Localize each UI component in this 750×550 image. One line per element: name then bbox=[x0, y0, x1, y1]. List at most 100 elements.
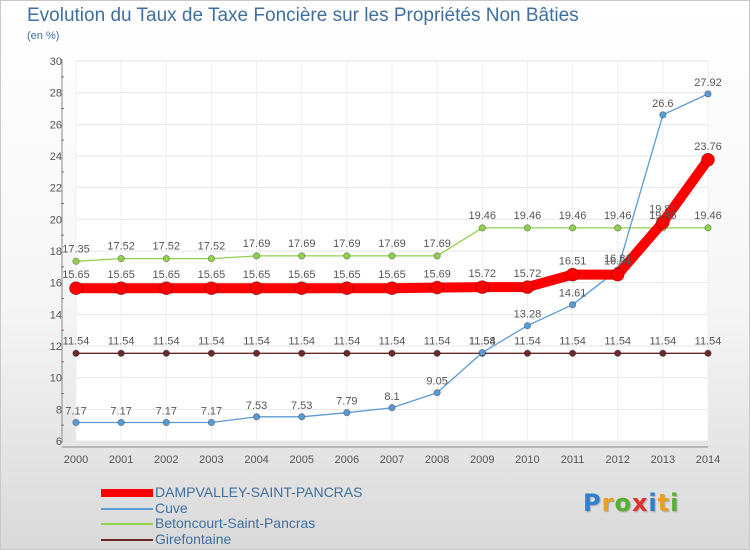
data-point bbox=[433, 349, 441, 357]
data-label: 15.65 bbox=[62, 269, 90, 281]
data-point bbox=[704, 90, 712, 98]
data-point bbox=[659, 349, 667, 357]
x-tick-label: 2013 bbox=[651, 454, 675, 466]
chart-title: Evolution du Taux de Taxe Foncière sur l… bbox=[27, 5, 579, 26]
legend-label: DAMPVALLEY-SAINT-PANCRAS bbox=[155, 484, 363, 500]
x-tick-label: 2006 bbox=[335, 454, 359, 466]
data-label: 19.46 bbox=[649, 210, 677, 222]
data-point bbox=[162, 349, 170, 357]
data-labels: 11.54 11.54 11.54 11.54 11.54 11.54 11.54 11.54… bbox=[62, 77, 722, 418]
data-label: 23.76 bbox=[694, 141, 722, 153]
data-point bbox=[523, 224, 532, 232]
line-chart: 6 8 10 12 14 16 18 20 22 24 26 28 30 2000 2001 2002 2003… bbox=[50, 56, 722, 466]
data-label: 15.65 bbox=[243, 269, 271, 281]
data-point bbox=[701, 152, 715, 167]
data-point bbox=[523, 349, 532, 357]
data-point bbox=[433, 252, 441, 260]
x-tick-label: 2004 bbox=[244, 454, 268, 466]
data-label: 17.69 bbox=[243, 238, 271, 250]
data-point bbox=[117, 255, 125, 263]
data-point bbox=[478, 224, 486, 232]
x-tick-label: 2007 bbox=[380, 454, 404, 466]
data-point bbox=[614, 349, 622, 357]
legend-label: Cuve bbox=[155, 499, 188, 516]
data-point bbox=[565, 267, 580, 282]
data-label: 17.35 bbox=[62, 243, 90, 255]
grid bbox=[75, 60, 709, 442]
data-label: 19.46 bbox=[514, 210, 542, 222]
legend-label: Girefontaine bbox=[155, 530, 232, 547]
y-tick-label: 8 bbox=[56, 404, 62, 416]
data-label: 19.46 bbox=[559, 210, 587, 222]
data-label: 11.54 bbox=[333, 335, 360, 347]
data-label: 7.53 bbox=[291, 400, 312, 412]
x-tick-label: 2010 bbox=[515, 454, 539, 466]
data-label: 11.54 bbox=[63, 335, 90, 347]
data-label: 7.17 bbox=[201, 405, 222, 417]
data-label: 17.52 bbox=[107, 241, 135, 253]
x-tick-label: 2011 bbox=[561, 454, 585, 466]
data-label: 17.52 bbox=[153, 241, 181, 253]
data-point bbox=[430, 280, 445, 295]
logo-letter: r bbox=[601, 489, 615, 517]
data-label: 27.92 bbox=[694, 77, 722, 89]
data-point bbox=[69, 281, 83, 296]
axes: 6 8 10 12 14 16 18 20 22 24 26 28 30 2000 2001 2002 2003… bbox=[50, 56, 720, 466]
x-tick-label: 2014 bbox=[696, 454, 720, 466]
data-point bbox=[249, 281, 264, 296]
x-tick-label: 2008 bbox=[425, 454, 449, 466]
data-label: 11.54 bbox=[108, 335, 135, 347]
data-point bbox=[117, 349, 125, 357]
logo-letter: i bbox=[648, 489, 658, 517]
logo-letter: i bbox=[670, 489, 680, 517]
data-label: 17.69 bbox=[333, 238, 361, 250]
data-point bbox=[343, 252, 351, 260]
y-tick-label: 24 bbox=[50, 151, 62, 163]
data-label: 15.69 bbox=[423, 269, 451, 281]
data-label: 15.65 bbox=[288, 269, 316, 281]
data-label: 17.69 bbox=[423, 238, 451, 250]
y-tick-label: 28 bbox=[50, 88, 62, 100]
data-label: 19.46 bbox=[604, 210, 632, 222]
data-point bbox=[655, 215, 670, 230]
series-girefontaine bbox=[72, 349, 712, 357]
data-point bbox=[610, 267, 625, 282]
data-label: 11.54 bbox=[198, 335, 225, 347]
data-label: 7.17 bbox=[110, 405, 131, 417]
y-tick-label: 20 bbox=[50, 214, 62, 226]
data-label: 11.58 bbox=[469, 336, 496, 348]
data-point bbox=[114, 281, 129, 296]
data-point bbox=[704, 349, 712, 357]
data-point bbox=[659, 111, 667, 119]
data-label: 11.54 bbox=[424, 335, 451, 347]
legend-label: Betoncourt-Saint-Pancras bbox=[155, 515, 316, 531]
data-label: 11.54 bbox=[153, 335, 180, 347]
y-tick-label: 26 bbox=[50, 119, 62, 131]
data-label: 11.54 bbox=[695, 335, 722, 347]
data-label: 8.1 bbox=[384, 391, 399, 403]
data-label: 9.05 bbox=[426, 376, 447, 388]
data-label: 16.81 bbox=[604, 253, 632, 265]
data-label: 11.54 bbox=[604, 335, 631, 347]
data-label: 11.54 bbox=[649, 335, 676, 347]
data-label: 15.72 bbox=[514, 268, 542, 280]
data-label: 11.54 bbox=[559, 335, 586, 347]
data-label: 11.54 bbox=[243, 335, 270, 347]
legend-swatch bbox=[101, 489, 153, 497]
data-point bbox=[294, 281, 309, 296]
data-point bbox=[117, 418, 125, 427]
x-tick-label: 2009 bbox=[470, 454, 494, 466]
legend-swatch bbox=[101, 538, 153, 541]
x-tick-label: 2002 bbox=[154, 454, 178, 466]
y-tick-label: 10 bbox=[50, 373, 62, 385]
logo-letter: x bbox=[631, 489, 649, 517]
data-label: 11.54 bbox=[514, 335, 541, 347]
data-label: 7.17 bbox=[65, 405, 86, 417]
data-label: 19.46 bbox=[694, 210, 722, 222]
x-tick-label: 2012 bbox=[605, 454, 629, 466]
data-point bbox=[162, 255, 170, 263]
y-tick-label: 14 bbox=[50, 309, 62, 321]
data-point bbox=[204, 281, 219, 296]
logo-letter: o bbox=[614, 489, 632, 517]
